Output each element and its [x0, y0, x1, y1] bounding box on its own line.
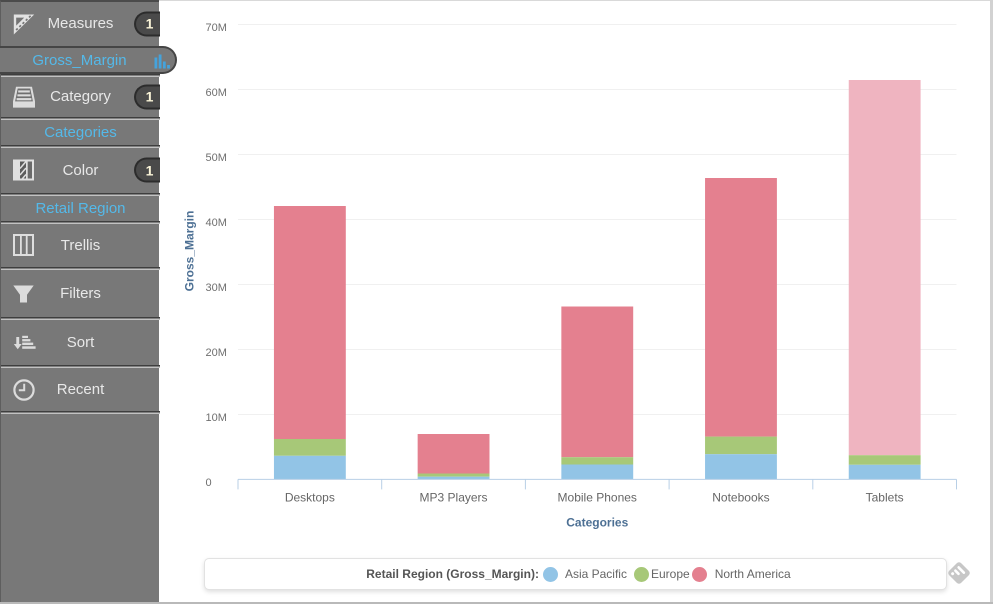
svg-text:70M: 70M: [206, 22, 227, 34]
svg-text:MP3 Players: MP3 Players: [420, 491, 488, 505]
svg-text:Desktops: Desktops: [285, 491, 335, 505]
svg-text:Tablets: Tablets: [866, 491, 904, 505]
svg-text:30M: 30M: [206, 282, 227, 294]
svg-text:Mobile Phones: Mobile Phones: [558, 491, 637, 505]
svg-text:20M: 20M: [206, 347, 227, 359]
svg-text:50M: 50M: [206, 152, 227, 164]
svg-text:10M: 10M: [206, 412, 227, 424]
svg-text:40M: 40M: [206, 217, 227, 229]
svg-text:0: 0: [206, 477, 212, 489]
svg-text:Categories: Categories: [566, 516, 628, 530]
svg-text:Gross_Margin: Gross_Margin: [183, 211, 197, 292]
svg-text:60M: 60M: [206, 87, 227, 99]
svg-text:Notebooks: Notebooks: [712, 491, 769, 505]
